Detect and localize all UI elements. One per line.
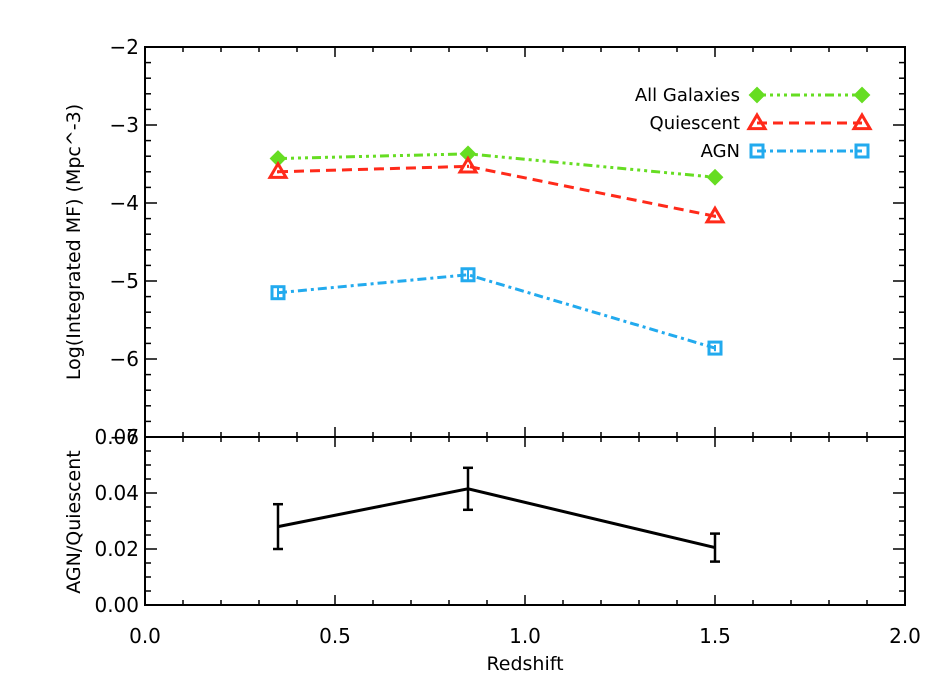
x-tick-label: 1.0 [509, 624, 541, 648]
top-panel-frame [144, 46, 906, 438]
bottom-y-axis-title: AGN/Quiescent [63, 450, 85, 594]
bottom-panel-frame [144, 436, 906, 606]
bottom-y-tick-labels: 0.00 0.02 0.04 0.06 [94, 425, 139, 617]
agn-point [707, 340, 723, 356]
legend-marker-quiescent [746, 112, 768, 131]
agn-point [270, 285, 286, 301]
top-minor-ticks [144, 46, 906, 438]
top-series-group [267, 145, 726, 356]
all-galaxies-line [277, 152, 716, 179]
top-y-tick-labels: −7 −6 −5 −4 −3 −2 [110, 35, 139, 449]
top-y-tick-label: −3 [110, 113, 139, 137]
top-y-axis-title: Log(Integrated MF) (Mpc^-3) [63, 104, 85, 380]
top-y-tick-label: −5 [110, 269, 139, 293]
bottom-y-tick-label: 0.06 [94, 425, 139, 449]
legend-label-agn: AGN [701, 141, 740, 162]
x-tick-labels: 0.0 0.5 1.0 1.5 2.0 [129, 624, 921, 648]
bottom-y-tick-label: 0.04 [94, 481, 139, 505]
bottom-y-tick-label: 0.00 [94, 593, 139, 617]
quiescent-point [267, 160, 289, 179]
bottom-y-tick-label: 0.02 [94, 537, 139, 561]
legend-marker-agn [749, 143, 765, 159]
legend-marker-quiescent [851, 112, 873, 131]
x-tick-label: 1.5 [699, 624, 731, 648]
legend: All Galaxies Quiescent AGN [635, 85, 873, 162]
agn-point [460, 267, 476, 283]
agn-line [277, 273, 716, 350]
bottom-series-group [273, 466, 720, 563]
legend-label-all-galaxies: All Galaxies [635, 85, 740, 106]
quiescent-point [457, 155, 479, 174]
x-axis-title: Redshift [486, 653, 563, 675]
legend-label-quiescent: Quiescent [650, 113, 740, 134]
bottom-minor-ticks [144, 436, 906, 606]
legend-marker-all-galaxies [748, 86, 766, 104]
ratio-line [277, 487, 716, 550]
quiescent-point [704, 205, 726, 224]
top-y-tick-label: −7 [110, 425, 139, 449]
quiescent-line [277, 164, 716, 218]
legend-marker-agn [854, 143, 870, 159]
x-tick-label: 0.5 [319, 624, 351, 648]
top-y-tick-label: −6 [110, 347, 139, 371]
x-tick-label: 2.0 [889, 624, 921, 648]
all-galaxies-point [706, 168, 724, 186]
top-y-tick-label: −2 [110, 35, 139, 59]
x-tick-label: 0.0 [129, 624, 161, 648]
top-y-tick-label: −4 [110, 191, 139, 215]
legend-marker-all-galaxies [853, 86, 871, 104]
